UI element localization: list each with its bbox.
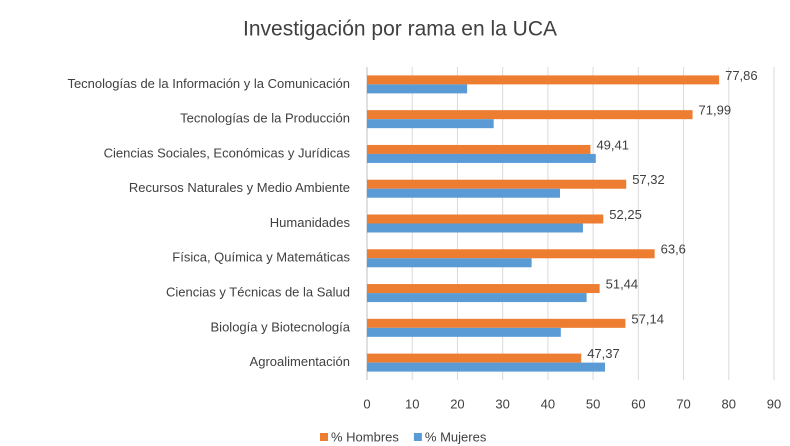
data-label: 57,32 [632, 172, 665, 187]
bar [367, 258, 532, 268]
bar [367, 318, 626, 328]
bar [367, 153, 596, 163]
bar [367, 75, 720, 85]
bar [367, 327, 561, 337]
x-tick-label: 70 [676, 396, 690, 411]
x-tick-label: 10 [405, 396, 419, 411]
bar [367, 119, 494, 129]
bar [367, 353, 582, 363]
data-label: 49,41 [596, 137, 629, 152]
data-label: 47,37 [587, 346, 620, 361]
bar [367, 110, 693, 120]
data-label: 51,44 [606, 276, 639, 291]
x-tick-label: 30 [495, 396, 509, 411]
bar [367, 223, 583, 233]
bar [367, 179, 627, 189]
x-tick-label: 50 [586, 396, 600, 411]
bar [367, 293, 587, 303]
bar [367, 188, 561, 198]
x-tick-label: 20 [450, 396, 464, 411]
x-tick-label: 80 [722, 396, 736, 411]
legend-swatch [413, 433, 422, 441]
bar [367, 214, 604, 224]
x-tick-label: 0 [363, 396, 370, 411]
legend-swatch [320, 433, 328, 441]
bar [367, 144, 591, 154]
y-tick-label: Física, Química y Matemáticas [172, 250, 350, 265]
x-tick-label: 90 [767, 396, 781, 411]
y-tick-label: Ciencias y Técnicas de la Salud [166, 284, 350, 299]
y-tick-label: Agroalimentación [250, 354, 350, 369]
data-label: 71,99 [699, 103, 732, 118]
chart-title: Investigación por rama en la UCA [243, 18, 557, 41]
data-label: 57,14 [631, 311, 664, 326]
data-label: 63,6 [661, 242, 686, 257]
legend-label: % Mujeres [425, 429, 487, 444]
bar [367, 84, 468, 94]
x-tick-label: 60 [631, 396, 645, 411]
y-tick-label: Humanidades [270, 215, 351, 230]
y-tick-label: Recursos Naturales y Medio Ambiente [129, 180, 350, 195]
x-tick-label: 40 [541, 396, 555, 411]
data-label: 77,86 [725, 68, 758, 83]
bar [367, 362, 606, 372]
y-tick-label: Tecnologías de la Información y la Comun… [67, 76, 350, 91]
data-label: 52,25 [609, 207, 642, 222]
bar [367, 284, 600, 294]
bar [367, 249, 655, 259]
legend-label: % Hombres [331, 429, 399, 444]
y-tick-label: Ciencias Sociales, Económicas y Jurídica… [104, 145, 351, 160]
y-tick-label: Tecnologías de la Producción [180, 111, 350, 126]
y-tick-label: Biología y Biotecnología [211, 319, 351, 334]
